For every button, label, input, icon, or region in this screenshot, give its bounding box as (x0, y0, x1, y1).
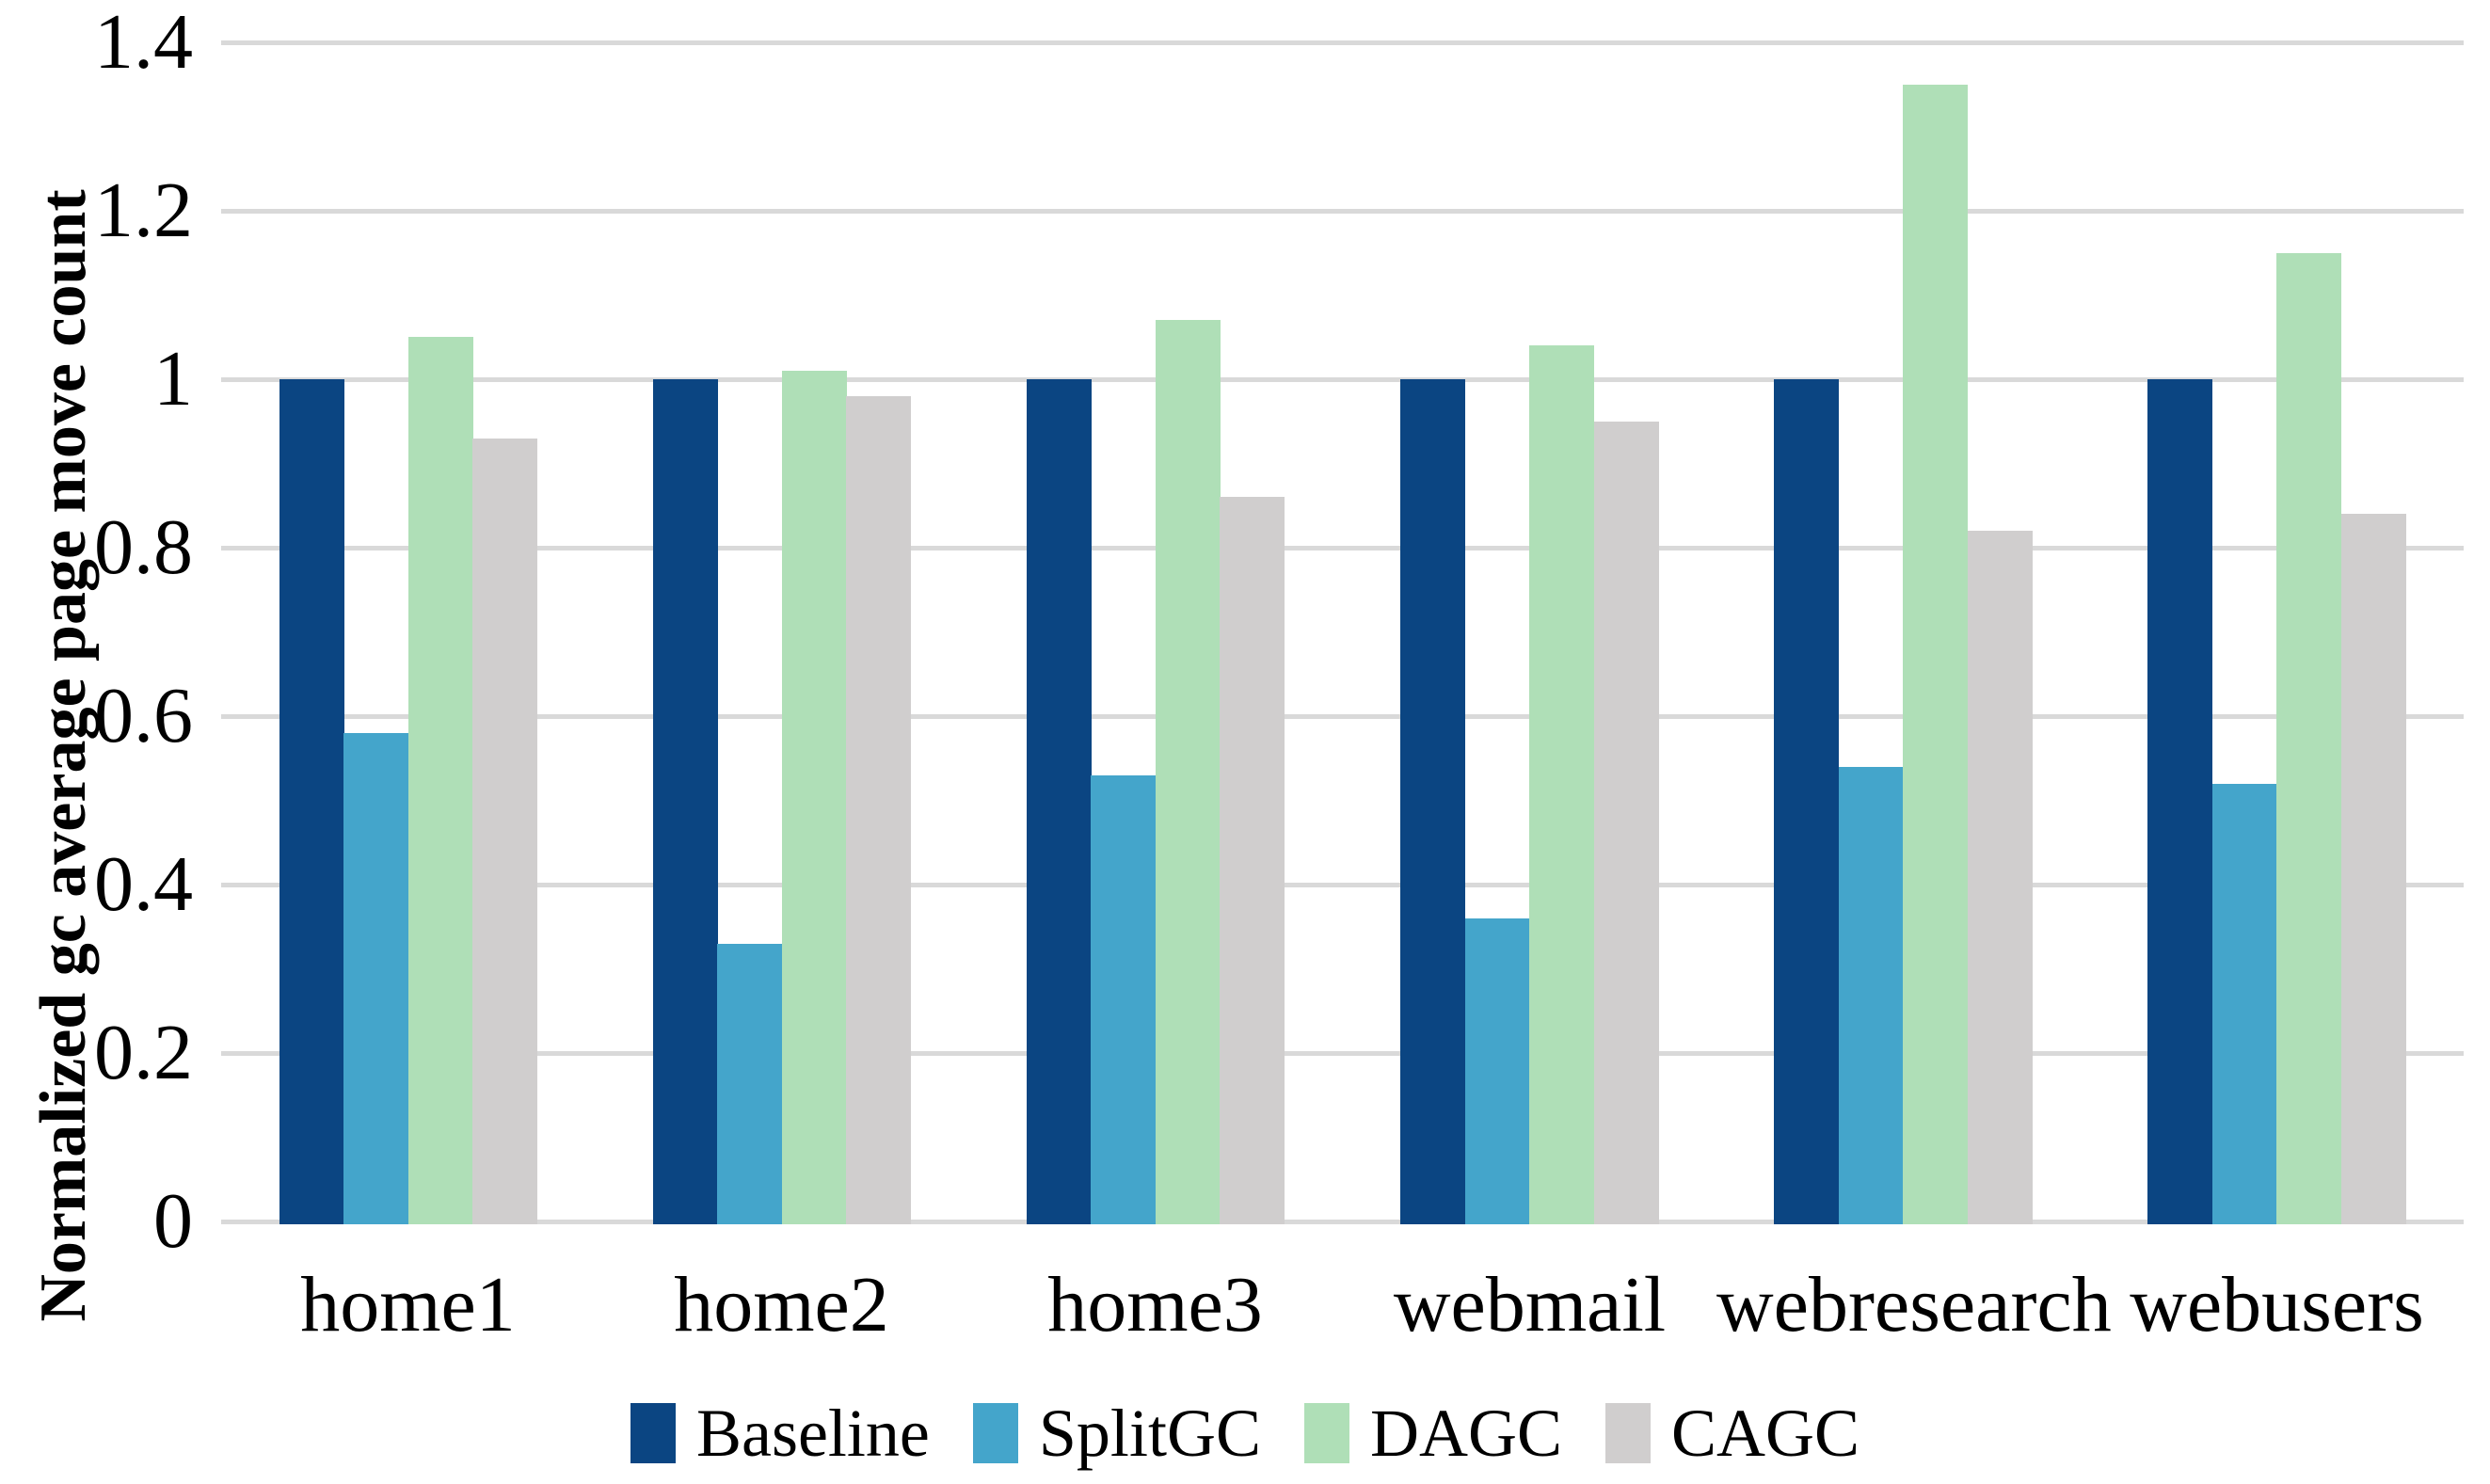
bar-dagc-webusers (2276, 253, 2341, 1224)
bar-splitgc-home3 (1091, 775, 1156, 1224)
bar-splitgc-home1 (343, 733, 408, 1224)
legend: Baseline SplitGC DAGC CAGC (0, 1391, 2490, 1476)
bar-baseline-home2 (653, 379, 718, 1224)
bar-cagc-webusers (2341, 514, 2406, 1224)
gridline (221, 546, 2464, 551)
legend-item-baseline: Baseline (630, 1399, 930, 1467)
bar-dagc-home3 (1156, 320, 1221, 1224)
gridline (221, 714, 2464, 719)
bar-splitgc-webusers (2212, 784, 2277, 1224)
y-tick-label-0: 0 (153, 1177, 193, 1265)
x-axis-label-home3: home3 (1047, 1261, 1263, 1348)
gridline (221, 40, 2464, 45)
legend-label-baseline: Baseline (695, 1396, 930, 1471)
bar-dagc-webresearch (1903, 85, 1968, 1224)
legend-item-splitgc: SplitGC (972, 1396, 1261, 1471)
bar-baseline-home1 (279, 379, 344, 1224)
bar-splitgc-webmail (1465, 918, 1530, 1224)
bar-splitgc-webresearch (1839, 767, 1904, 1224)
y-tick-label-0.8: 0.8 (94, 503, 193, 591)
gridline (221, 1051, 2464, 1056)
legend-swatch-baseline (630, 1403, 676, 1463)
x-axis-label-home1: home1 (300, 1261, 516, 1348)
x-axis-label-webmail: webmail (1393, 1261, 1667, 1348)
bar-dagc-home2 (782, 371, 847, 1224)
bar-cagc-webmail (1594, 422, 1659, 1224)
bar-dagc-home1 (408, 337, 473, 1224)
y-tick-label-1.2: 1.2 (94, 167, 193, 254)
bar-baseline-home3 (1027, 379, 1092, 1224)
bar-cagc-home1 (472, 439, 537, 1224)
legend-label-cagc: CAGC (1670, 1396, 1860, 1471)
bar-dagc-webmail (1529, 345, 1594, 1224)
bar-cagc-webresearch (1968, 531, 2033, 1224)
legend-item-cagc: CAGC (1604, 1396, 1860, 1471)
bar-splitgc-home2 (717, 944, 782, 1224)
gridline (221, 377, 2464, 382)
gridline (221, 1220, 2464, 1224)
legend-swatch-cagc (1604, 1403, 1651, 1463)
gridline (221, 209, 2464, 214)
legend-swatch-splitgc (972, 1403, 1018, 1463)
x-axis-label-webresearch: webresearch (1716, 1261, 2112, 1348)
legend-swatch-dagc (1303, 1403, 1349, 1463)
bar-baseline-webmail (1400, 379, 1465, 1224)
legend-item-dagc: DAGC (1303, 1396, 1562, 1471)
bar-cagc-home2 (846, 396, 911, 1224)
y-tick-label-0.6: 0.6 (94, 672, 193, 759)
legend-label-dagc: DAGC (1369, 1396, 1562, 1471)
y-tick-label-1: 1 (153, 335, 193, 423)
bar-baseline-webresearch (1774, 379, 1839, 1224)
legend-label-splitgc: SplitGC (1038, 1396, 1261, 1471)
x-axis-label-home2: home2 (674, 1261, 889, 1348)
y-tick-label-0.2: 0.2 (94, 1009, 193, 1096)
gridline (221, 883, 2464, 887)
bar-baseline-webusers (2147, 379, 2212, 1224)
y-tick-label-0.4: 0.4 (94, 840, 193, 928)
x-axis-label-webusers: webusers (2130, 1261, 2424, 1348)
bar-cagc-home3 (1220, 497, 1285, 1224)
y-tick-label-1.4: 1.4 (94, 0, 193, 86)
